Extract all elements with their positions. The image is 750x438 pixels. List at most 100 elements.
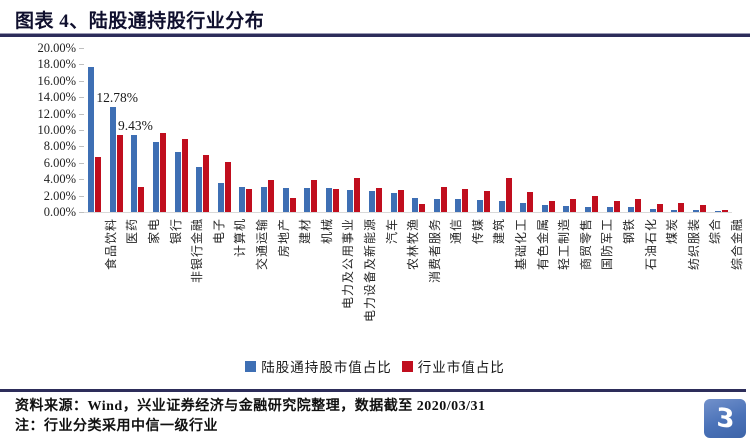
bar-group [300,48,322,212]
x-axis-label: 机械 [300,215,334,355]
bar-industry [613,200,620,212]
bar-northbound [628,206,635,212]
x-axis-label: 国防军工 [581,215,614,355]
y-tick-label: 0.00% [43,205,76,219]
bar-northbound [520,203,527,212]
bar-group [667,48,689,212]
bar-group [170,48,192,212]
x-axis-label-text: 综合金融 [730,218,745,271]
bar-group [473,48,495,212]
x-axis-label: 家电 [127,215,161,355]
bar-northbound [109,107,116,212]
x-axis-label: 电力设备及新能源 [343,215,377,355]
bar-industry [527,191,534,212]
bar-industry [95,157,102,212]
legend-swatch-icon [401,360,413,372]
figure-title: 图表 4、陆股通持股行业分布 [15,11,265,32]
legend-item: 行业市值占比 [401,356,505,376]
x-axis-label: 综合金融 [710,215,744,355]
legend-label: 陆股通持股市值占比 [261,360,392,375]
bar-group [645,48,667,212]
industrial-securities-logo: Ɛ [704,399,746,438]
bar-northbound [433,198,440,212]
bar-group [278,48,300,212]
bar-group [602,48,624,212]
bar-group [322,48,344,212]
legend-swatch-icon [245,360,257,372]
bar-northbound [649,208,656,212]
x-axis-label: 医药 [106,215,139,355]
y-tick-mark [79,97,84,99]
legend-item: 陆股通持股市值占比 [245,356,392,376]
x-axis-label: 电子 [192,215,226,355]
bar-northbound [606,206,613,212]
bar-group [537,48,559,212]
x-axis-label: 消费者服务 [408,215,442,355]
y-tick-mark [79,130,84,131]
y-tick-mark [79,48,84,49]
bar-industry [419,203,426,212]
y-tick-mark [79,179,84,181]
x-axis-label: 建材 [278,215,312,355]
x-axis-label: 交通运输 [235,215,269,355]
bar-northbound [88,66,95,212]
x-axis-label: 农林牧渔 [386,215,420,355]
bar-group [408,48,430,212]
bar-group [214,48,236,212]
bar-industry [224,162,231,212]
y-tick-mark [79,162,84,164]
bar-group [343,48,365,212]
bar-industry [570,198,577,212]
bar-industry [376,188,383,212]
y-tick-label: 14.00% [37,90,76,105]
y-tick-mark [79,212,84,213]
x-axis-label: 食品饮料 [84,215,118,355]
x-axis-label: 通信 [430,215,463,355]
bar-industry [440,186,447,212]
bar-northbound [584,206,591,212]
y-tick-mark [79,195,84,197]
source-note: 资料来源：Wind，兴业证券经济与金融研究院整理，数据截至 2020/03/31 [15,399,486,414]
data-label: 9.43% [118,117,153,133]
bar-industry [332,189,339,212]
x-axis-label: 非银行金融 [170,215,204,355]
bar-northbound [412,197,419,212]
bar-northbound [369,190,376,212]
y-tick-mark [79,146,84,148]
y-tick-mark [79,113,84,115]
bar-northbound [304,188,311,212]
bar-northbound [261,187,268,212]
bar-group [710,48,732,212]
bar-industry [354,177,361,212]
bar-industry [656,204,663,212]
y-tick-label: 16.00% [37,73,76,88]
bar-northbound [325,188,332,212]
bar-group [192,48,214,212]
bar-industry [699,205,706,212]
y-tick-label: 20.00% [37,41,76,55]
bar-industry [483,190,490,212]
x-axis-label: 传媒 [451,215,485,355]
bar-northbound [131,134,138,212]
x-axis-label: 银行 [149,215,183,355]
bar-group [494,48,516,212]
legend-label: 行业市值占比 [417,360,505,375]
bar-industry [548,200,555,212]
bar-group [235,48,257,212]
bar-group [106,48,128,212]
bar-industry [311,180,318,212]
x-axis-label: 有色金属 [516,215,550,355]
bar-industry [138,187,145,212]
bar-group [559,48,581,212]
bar-northbound [390,193,397,212]
bar-northbound [714,211,721,212]
bar-industry [116,134,123,212]
bar-northbound [671,209,678,212]
bar-industry [160,132,167,212]
y-tick-label: 18.00% [37,57,76,72]
y-tick-mark [79,80,84,82]
x-axis-label: 计算机 [214,215,247,355]
bar-northbound [476,200,483,212]
bar-series [84,48,732,212]
bar-northbound [174,152,181,212]
